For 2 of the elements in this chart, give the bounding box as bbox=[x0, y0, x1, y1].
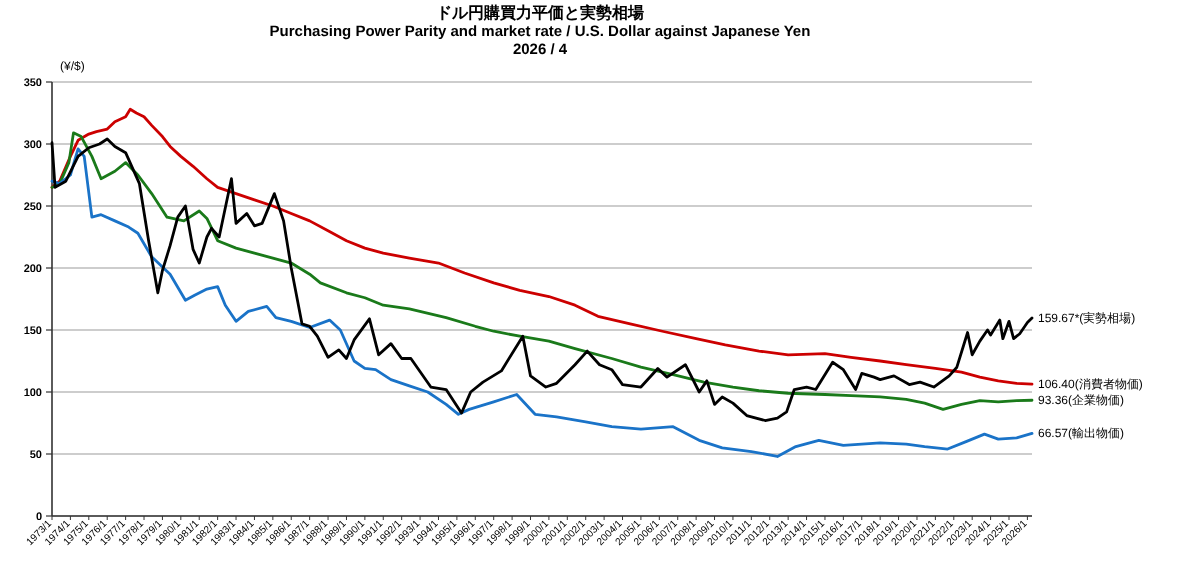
chart-title: ドル円購買力平価と実勢相場 bbox=[436, 2, 644, 22]
line-series bbox=[50, 107, 1034, 386]
